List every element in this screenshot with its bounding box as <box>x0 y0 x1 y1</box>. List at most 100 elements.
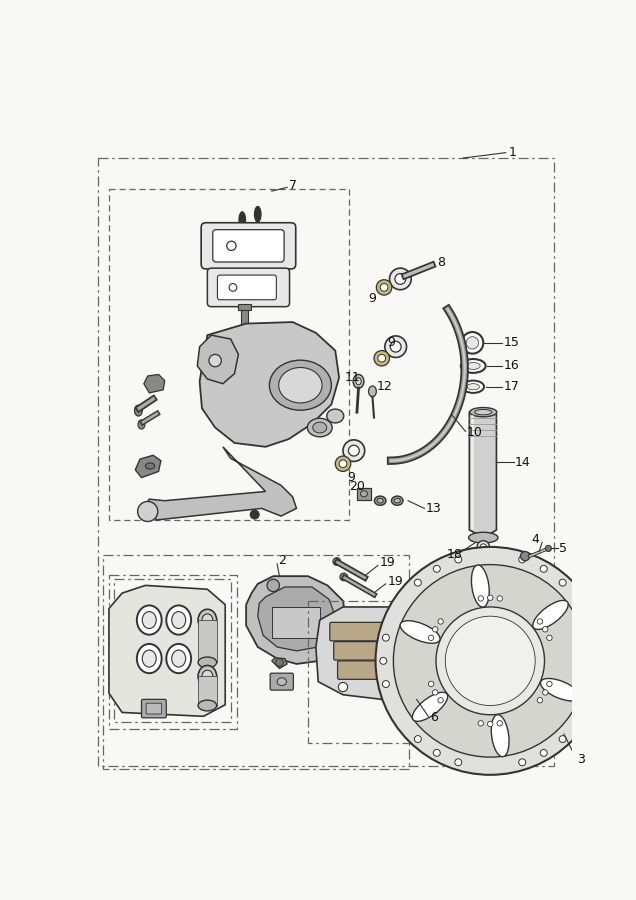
Polygon shape <box>469 409 497 537</box>
Ellipse shape <box>356 378 361 385</box>
Circle shape <box>339 460 347 468</box>
Ellipse shape <box>462 381 484 393</box>
Ellipse shape <box>202 614 213 626</box>
Circle shape <box>497 721 502 726</box>
Circle shape <box>559 735 566 742</box>
Ellipse shape <box>470 408 497 417</box>
Circle shape <box>349 446 359 456</box>
Circle shape <box>438 698 443 703</box>
Polygon shape <box>144 374 165 393</box>
Ellipse shape <box>361 491 368 497</box>
Circle shape <box>385 336 406 357</box>
Ellipse shape <box>467 383 480 390</box>
Ellipse shape <box>238 212 246 228</box>
Circle shape <box>519 556 526 562</box>
Polygon shape <box>316 607 436 699</box>
Ellipse shape <box>466 363 480 369</box>
Ellipse shape <box>474 410 492 415</box>
Circle shape <box>591 680 598 688</box>
Text: 13: 13 <box>426 502 441 515</box>
Ellipse shape <box>461 359 486 373</box>
Circle shape <box>395 274 406 284</box>
FancyBboxPatch shape <box>201 222 296 269</box>
FancyBboxPatch shape <box>270 673 293 690</box>
Circle shape <box>433 565 440 572</box>
Circle shape <box>250 510 259 519</box>
Circle shape <box>455 759 462 766</box>
Circle shape <box>335 456 350 472</box>
Text: 4: 4 <box>531 533 539 545</box>
Ellipse shape <box>138 419 145 429</box>
Circle shape <box>429 635 434 641</box>
Ellipse shape <box>135 405 142 416</box>
Text: 18: 18 <box>447 548 463 561</box>
FancyBboxPatch shape <box>207 268 289 307</box>
Circle shape <box>462 332 483 354</box>
Text: 3: 3 <box>577 753 585 766</box>
Text: 2: 2 <box>278 554 286 567</box>
Ellipse shape <box>369 386 377 397</box>
Ellipse shape <box>142 612 156 628</box>
Circle shape <box>400 682 410 692</box>
Ellipse shape <box>166 606 191 634</box>
Circle shape <box>540 565 547 572</box>
Circle shape <box>429 681 434 687</box>
Circle shape <box>374 350 389 366</box>
Circle shape <box>375 547 605 775</box>
Circle shape <box>378 355 385 362</box>
Text: 6: 6 <box>430 711 438 724</box>
Ellipse shape <box>137 644 162 673</box>
FancyBboxPatch shape <box>330 623 403 641</box>
Circle shape <box>480 544 487 550</box>
Ellipse shape <box>166 644 191 673</box>
Ellipse shape <box>307 418 332 436</box>
FancyBboxPatch shape <box>334 642 406 660</box>
Circle shape <box>382 634 389 641</box>
Circle shape <box>520 552 530 561</box>
Polygon shape <box>200 322 339 446</box>
Circle shape <box>537 698 543 703</box>
Ellipse shape <box>172 650 186 667</box>
Circle shape <box>547 681 552 687</box>
Circle shape <box>394 564 587 757</box>
Circle shape <box>540 750 547 756</box>
Text: 14: 14 <box>515 455 531 469</box>
Bar <box>238 303 251 310</box>
Bar <box>357 488 371 500</box>
Circle shape <box>466 337 479 349</box>
Text: 12: 12 <box>377 380 393 393</box>
Circle shape <box>389 268 411 290</box>
Text: 19: 19 <box>387 575 403 588</box>
Ellipse shape <box>198 657 217 668</box>
Polygon shape <box>258 587 335 651</box>
Ellipse shape <box>377 499 384 503</box>
Bar <box>198 676 217 706</box>
Ellipse shape <box>541 679 581 701</box>
Text: 17: 17 <box>504 380 520 393</box>
Circle shape <box>333 558 341 565</box>
Circle shape <box>438 619 443 625</box>
Circle shape <box>436 607 544 715</box>
Circle shape <box>545 545 551 552</box>
Ellipse shape <box>353 374 364 388</box>
Circle shape <box>340 573 348 580</box>
Circle shape <box>547 635 552 641</box>
Text: 5: 5 <box>559 542 567 555</box>
Ellipse shape <box>471 565 489 608</box>
Ellipse shape <box>202 670 213 682</box>
Circle shape <box>338 682 348 692</box>
Bar <box>198 620 217 662</box>
Circle shape <box>382 680 389 688</box>
Polygon shape <box>272 658 287 669</box>
Ellipse shape <box>198 700 217 711</box>
Circle shape <box>543 626 548 632</box>
Ellipse shape <box>198 665 217 687</box>
Text: 9: 9 <box>368 292 376 305</box>
Circle shape <box>391 341 401 352</box>
Circle shape <box>537 619 543 625</box>
Ellipse shape <box>270 360 331 410</box>
Ellipse shape <box>400 621 440 644</box>
Text: 15: 15 <box>504 337 520 349</box>
Circle shape <box>209 355 221 366</box>
FancyBboxPatch shape <box>218 275 277 300</box>
